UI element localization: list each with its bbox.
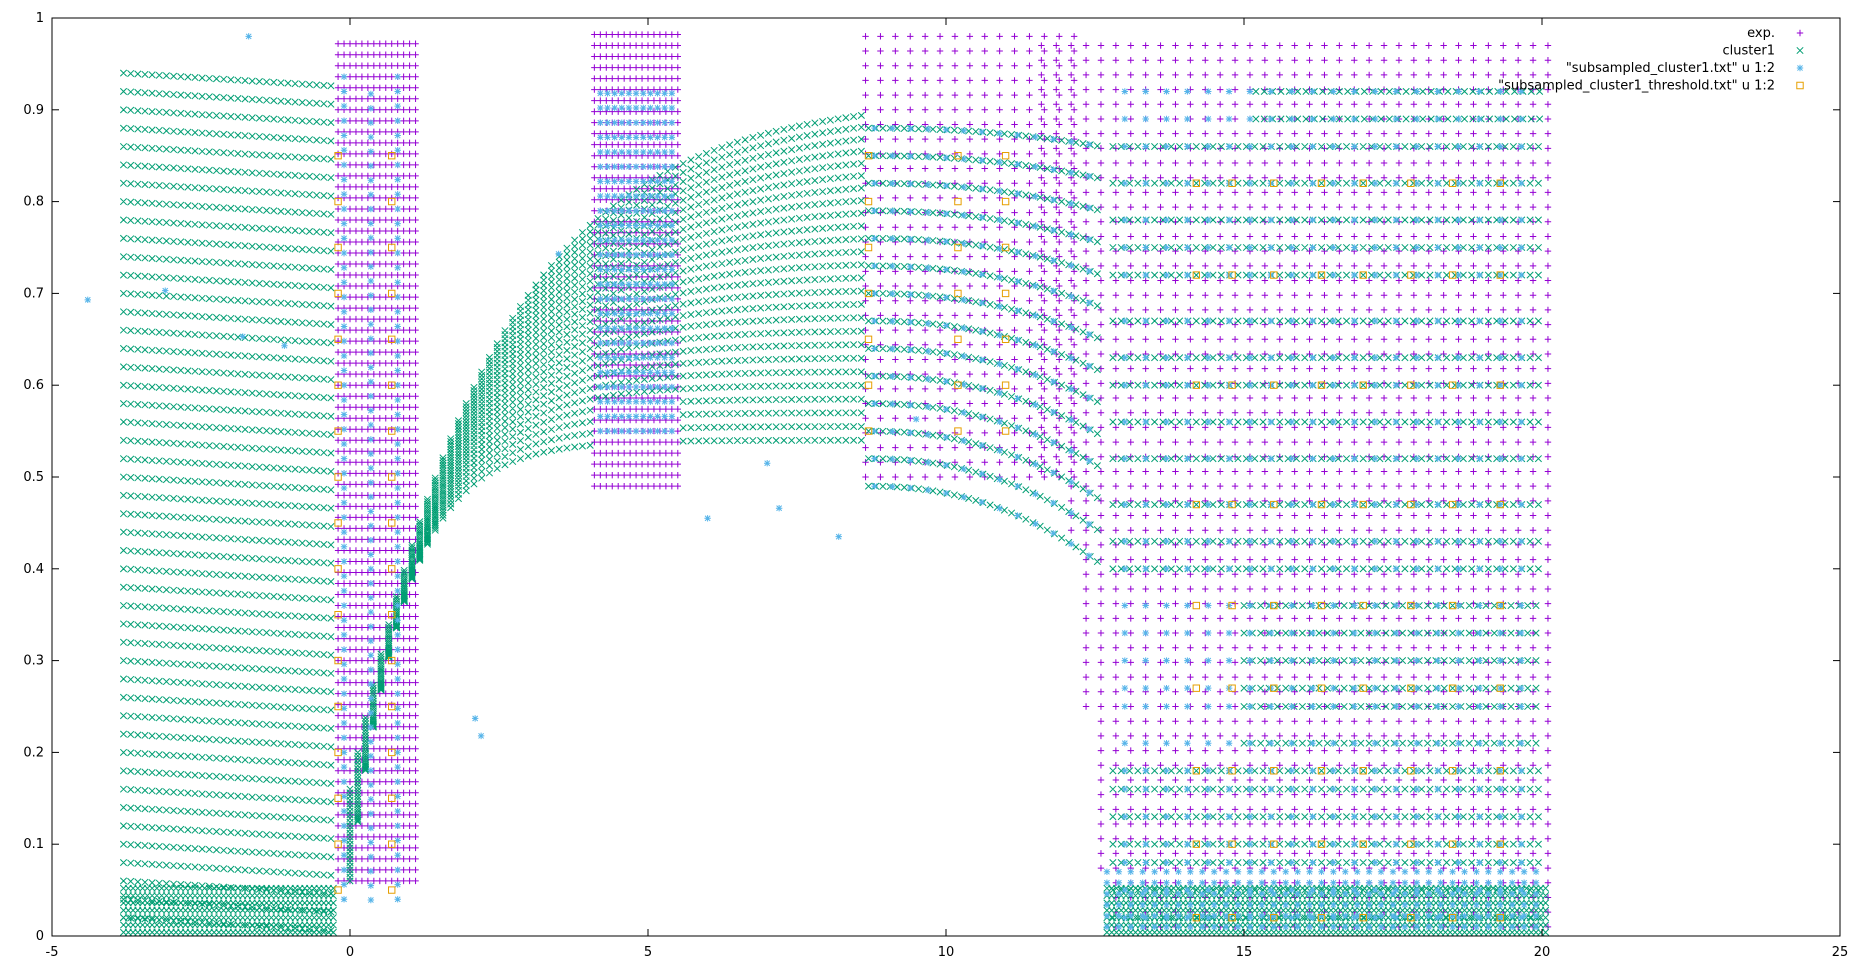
legend: exp. cluster1 "subsampled_cluster1.txt" u …	[1498, 26, 1804, 94]
data-point-group	[1401, 868, 1540, 875]
y-tick-label: 0.3	[23, 654, 44, 669]
data-point-group	[346, 111, 1101, 793]
data-point-group	[352, 40, 366, 885]
data-point-group	[1142, 42, 1179, 931]
legend-entry: "subsampled_cluster1_threshold.txt" u 1:…	[1498, 79, 1804, 94]
y-tick-label: 0.2	[23, 745, 44, 760]
data-point-group	[119, 921, 1550, 936]
data-point-group	[892, 33, 959, 481]
axes-layer: -5 0 5 10 15 20 2500.10.20.30.40.50.60.70.80.9…	[23, 11, 1848, 960]
data-point-group	[119, 381, 335, 475]
x-tick-label: -5	[46, 945, 59, 960]
data-point-group	[119, 87, 1544, 936]
y-tick-label: 0.9	[23, 103, 44, 118]
data-point-group	[1240, 657, 1542, 775]
legend-marker	[1796, 46, 1804, 55]
y-tick-label: 0.7	[23, 286, 44, 301]
data-point-group	[119, 748, 335, 843]
legend-marker	[1796, 64, 1804, 72]
data-point-group	[1109, 354, 1542, 463]
data-point-group	[1109, 142, 1542, 252]
x-tick-label: 0	[346, 945, 354, 960]
data-point-group	[119, 565, 335, 659]
data-point-group	[1500, 42, 1537, 931]
data-point-group	[1109, 243, 1542, 362]
data-point-group	[597, 90, 1093, 370]
x-tick-label: 15	[1236, 945, 1253, 960]
data-point-group	[1202, 42, 1239, 931]
data-point-group	[346, 332, 865, 859]
x-tick-label: 5	[644, 945, 652, 960]
data-point-group	[1172, 42, 1209, 931]
data-point-group	[1121, 418, 1525, 664]
data-point-group	[1351, 42, 1388, 931]
data-point-group	[119, 473, 335, 567]
legend-label: exp.	[1747, 26, 1775, 41]
marks-layer	[84, 31, 1552, 936]
data-point-group	[119, 657, 335, 751]
y-tick-label: 1	[36, 11, 44, 26]
data-point-group	[346, 222, 865, 826]
data-point-group	[346, 159, 865, 812]
legend-marker	[1796, 81, 1804, 90]
data-point-group	[119, 69, 865, 885]
legend-entry: cluster1	[1723, 44, 1804, 59]
x-tick-label: 10	[938, 945, 955, 960]
data-point-group	[1121, 657, 1525, 848]
data-point-group	[1529, 42, 1552, 931]
series-plus-marks	[334, 31, 1552, 931]
x-tick-label: 20	[1534, 945, 1551, 960]
data-point-group	[1112, 42, 1149, 931]
data-point-group	[951, 33, 1018, 481]
data-point-group	[376, 40, 395, 885]
legend-entry: exp.	[1747, 26, 1804, 41]
data-point-group	[119, 198, 335, 292]
data-point-group	[334, 179, 1504, 922]
series-star-marks	[84, 33, 1540, 931]
y-tick-label: 0.5	[23, 470, 44, 485]
legend-entry: "subsampled_cluster1.txt" u 1:2	[1566, 61, 1804, 76]
data-point-group	[864, 407, 1359, 922]
data-point-group	[871, 365, 1525, 921]
data-point-group	[346, 395, 865, 878]
data-point-group	[394, 40, 413, 885]
data-point-group	[597, 119, 676, 317]
data-point-group	[346, 301, 865, 852]
y-tick-label: 0.4	[23, 562, 44, 577]
data-point-group	[638, 31, 664, 490]
data-point-group	[119, 289, 335, 384]
x-tick-label: 25	[1832, 945, 1849, 960]
data-point-group	[119, 106, 335, 200]
series-square-marks	[334, 152, 1504, 922]
data-point-group	[346, 248, 865, 834]
data-point-group	[346, 188, 865, 819]
data-point-group	[334, 40, 348, 885]
legend-marker	[1796, 29, 1804, 37]
legend-label: "subsampled_cluster1_threshold.txt" u 1:…	[1498, 79, 1775, 94]
data-point-group	[84, 33, 920, 904]
data-point-group	[591, 31, 610, 490]
y-tick-label: 0.6	[23, 378, 44, 393]
data-point-group	[406, 40, 598, 885]
data-point-group	[346, 274, 865, 845]
legend-label: "subsampled_cluster1.txt" u 1:2	[1566, 61, 1775, 76]
y-tick-label: 0	[36, 929, 44, 944]
data-point-group	[346, 135, 865, 801]
legend-label: cluster1	[1723, 44, 1775, 59]
data-point-group	[1109, 455, 1542, 573]
data-point-group	[388, 40, 401, 885]
data-point-group	[1103, 88, 1540, 931]
data-point-group	[1103, 868, 1540, 920]
data-point-group	[1261, 42, 1298, 931]
y-tick-label: 0.8	[23, 195, 44, 210]
data-point-group	[340, 73, 676, 435]
data-point-group	[334, 152, 1010, 435]
data-point-group	[1038, 33, 1090, 710]
y-tick-label: 0.1	[23, 837, 44, 852]
